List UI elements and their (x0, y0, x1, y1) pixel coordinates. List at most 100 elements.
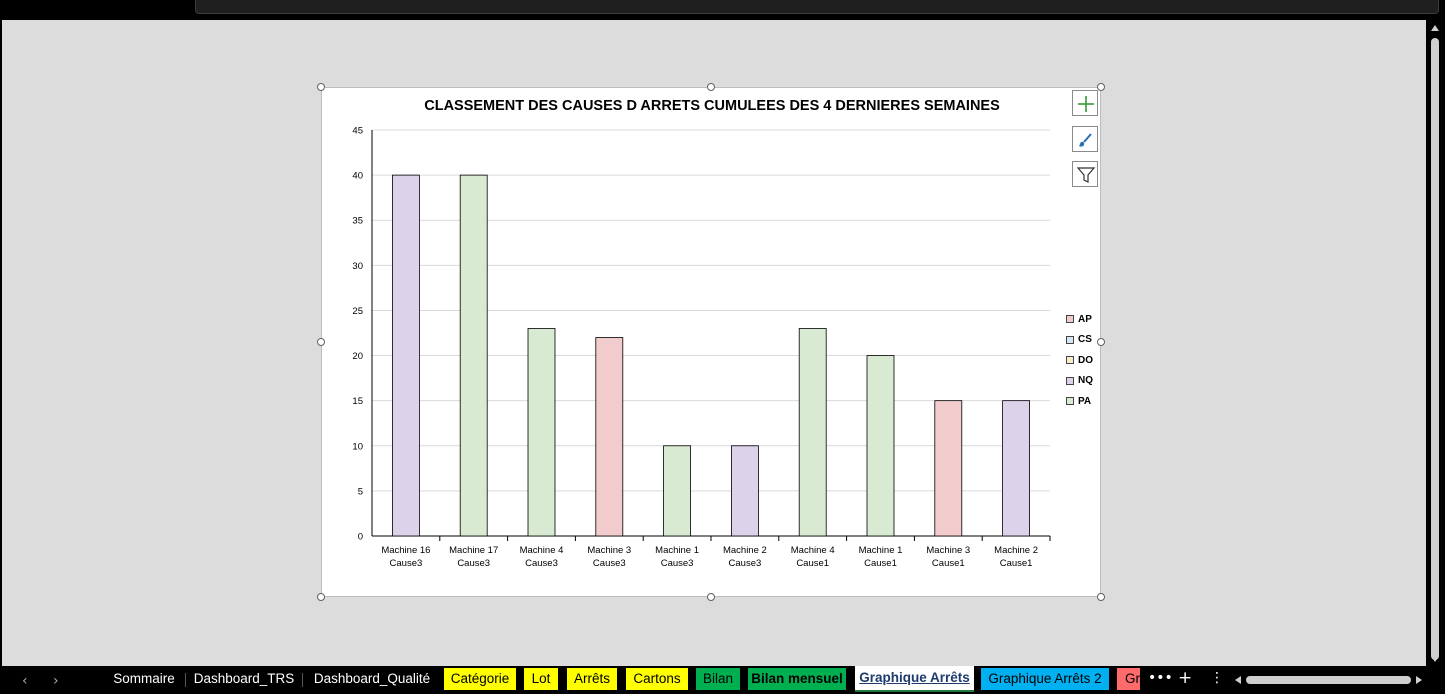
x-tick-label: Machine 3 (926, 545, 970, 556)
tab-separator (185, 673, 186, 687)
resize-handle-top-left[interactable] (317, 83, 325, 91)
x-tick-label: Cause1 (1000, 558, 1033, 569)
tab-categorie[interactable]: Catégorie (444, 668, 516, 690)
bar-chart: 0 5 10 15 20 25 30 35 40 45 Machine 16 Cause3 Machin… (352, 126, 1051, 569)
bar (392, 174, 420, 537)
resize-handle-bottom[interactable] (707, 593, 715, 601)
filter-icon (1076, 167, 1096, 183)
x-tick-label: Cause3 (661, 558, 694, 569)
brush-icon (1079, 133, 1092, 147)
tab-bilan-mensuel[interactable]: Bilan mensuel (748, 668, 846, 690)
y-tick-label: 0 (358, 532, 363, 543)
y-tick-label: 40 (352, 171, 363, 182)
vertical-scrollbar[interactable] (1426, 20, 1445, 666)
horizontal-scroll-thumb[interactable] (1246, 676, 1411, 684)
tab-graphique-arrets[interactable]: Graphique Arrêts (855, 666, 974, 692)
tab-sommaire[interactable]: Sommaire (113, 671, 175, 686)
resize-handle-top-right[interactable] (1097, 83, 1105, 91)
x-tick-label: Machine 3 (587, 545, 631, 556)
formula-input[interactable] (195, 0, 1439, 14)
y-tick-label: 15 (352, 396, 363, 407)
bar (1002, 400, 1030, 537)
formula-bar-area (0, 0, 1445, 20)
x-tick-label: Machine 1 (655, 545, 699, 556)
plus-icon (1078, 96, 1094, 112)
y-tick-label: 25 (352, 306, 363, 317)
legend-swatch (1066, 376, 1074, 385)
legend-swatch (1066, 315, 1074, 324)
chart-title: CLASSEMENT DES CAUSES D ARRETS CUMULEES … (424, 98, 1000, 114)
next-sheet-icon[interactable]: › (53, 673, 59, 689)
resize-handle-bottom-right[interactable] (1097, 593, 1105, 601)
legend-item-do: DO (1066, 350, 1093, 371)
y-tick-label: 35 (352, 216, 363, 227)
more-sheets-icon[interactable]: ••• (1148, 670, 1173, 686)
legend-label: DO (1078, 354, 1093, 366)
legend-label: CS (1078, 334, 1092, 346)
bar (798, 328, 827, 537)
tab-dashboard-qualite[interactable]: Dashboard_Qualité (313, 671, 431, 686)
bar (459, 174, 488, 537)
vertical-scroll-thumb[interactable] (1431, 38, 1439, 660)
tab-truncated[interactable]: Gr (1117, 668, 1140, 690)
scroll-down-icon[interactable] (1431, 656, 1439, 662)
scroll-right-icon[interactable] (1416, 676, 1422, 684)
x-tick-label: Machine 4 (520, 545, 564, 556)
x-tick-label: Machine 2 (994, 545, 1038, 556)
bar (934, 400, 963, 537)
resize-handle-right[interactable] (1097, 338, 1105, 346)
scroll-up-icon[interactable] (1431, 25, 1439, 31)
resize-handle-left[interactable] (317, 338, 325, 346)
x-tick-label: Cause3 (593, 558, 626, 569)
legend-label: PA (1078, 395, 1092, 407)
left-edge (0, 20, 2, 666)
tab-cartons[interactable]: Cartons (626, 668, 688, 690)
legend-swatch (1066, 335, 1074, 344)
tab-arrets[interactable]: Arrêts (567, 668, 617, 690)
x-tick-label: Cause3 (457, 558, 490, 569)
scroll-left-icon[interactable] (1235, 676, 1241, 684)
chart-filters-button[interactable] (1072, 161, 1098, 187)
resize-handle-top[interactable] (707, 83, 715, 91)
y-tick-label: 10 (352, 441, 363, 452)
x-tick-label: Machine 2 (723, 545, 767, 556)
tab-dashboard-trs[interactable]: Dashboard_TRS (193, 671, 295, 686)
chart-styles-button[interactable] (1072, 126, 1098, 152)
resize-handle-bottom-left[interactable] (317, 593, 325, 601)
previous-sheet-icon[interactable]: ‹ (22, 673, 28, 689)
bar (663, 445, 692, 537)
tab-graphique-arrets-2[interactable]: Graphique Arrêts 2 (981, 668, 1109, 690)
x-tick-label: Cause3 (729, 558, 762, 569)
y-tick-label: 30 (352, 261, 363, 272)
chart-legend: AP CS DO NQ PA (1066, 309, 1093, 412)
tab-lot[interactable]: Lot (524, 668, 558, 690)
x-tick-label: Cause3 (525, 558, 558, 569)
legend-item-cs: CS (1066, 330, 1093, 351)
y-tick-label: 45 (352, 126, 363, 137)
tab-separator (302, 673, 303, 687)
bar (527, 328, 556, 537)
bar (730, 445, 759, 537)
sheet-menu-icon[interactable]: ⋮ (1210, 670, 1224, 686)
bar (866, 355, 895, 537)
y-tick-label: 20 (352, 351, 363, 362)
add-sheet-icon[interactable]: + (1178, 668, 1193, 688)
x-tick-label: Machine 16 (381, 545, 430, 556)
x-tick-label: Cause3 (390, 558, 423, 569)
x-tick-label: Machine 1 (859, 545, 903, 556)
chart-object[interactable]: CLASSEMENT DES CAUSES D ARRETS CUMULEES … (321, 87, 1101, 597)
legend-item-pa: PA (1066, 391, 1093, 412)
legend-item-nq: NQ (1066, 371, 1093, 392)
y-tick-label: 5 (358, 486, 363, 497)
sheet-tab-bar: ‹ › Sommaire Dashboard_TRS Dashboard_Qua… (0, 666, 1445, 694)
chart-elements-button[interactable] (1072, 90, 1098, 116)
legend-item-ap: AP (1066, 309, 1093, 330)
legend-swatch (1066, 356, 1074, 365)
x-tick-label: Cause1 (864, 558, 897, 569)
legend-swatch (1066, 397, 1074, 406)
x-tick-label: Machine 17 (449, 545, 498, 556)
x-tick-label: Cause1 (932, 558, 965, 569)
tab-bilan[interactable]: Bilan (696, 668, 740, 690)
legend-label: NQ (1078, 375, 1093, 387)
x-tick-label: Machine 4 (791, 545, 835, 556)
